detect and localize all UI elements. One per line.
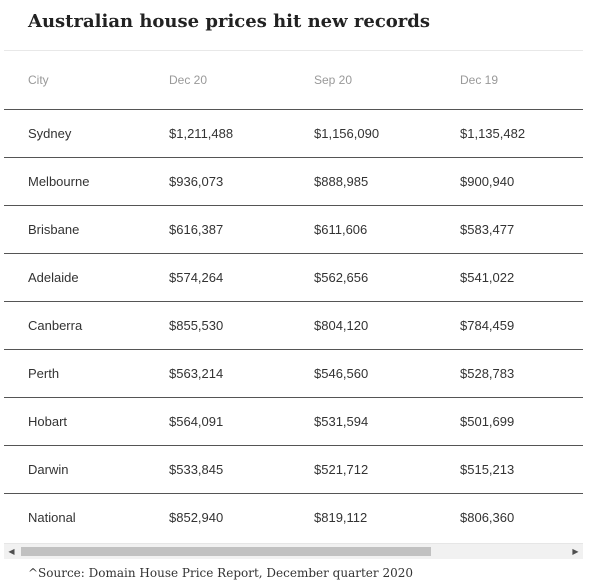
cell-dec-20: $852,940 bbox=[169, 510, 224, 525]
cell-dec-20: $855,530 bbox=[145, 301, 290, 350]
table-header-row: City Dec 20 Sep 20 Dec 19 bbox=[4, 51, 583, 110]
cell-dec-19: $806,360 bbox=[460, 510, 515, 525]
cell-sep-20: $1,156,090 bbox=[290, 109, 436, 158]
cell-sep-20: $531,594 bbox=[290, 397, 436, 446]
column-header-sep-20: Sep 20 bbox=[290, 51, 436, 110]
cell-sep-20: $819,112 bbox=[314, 510, 368, 525]
cell-city: Melbourne bbox=[4, 157, 145, 206]
table-row: National $852,940 $819,112 $806,360 bbox=[4, 494, 583, 542]
cell-city: Brisbane bbox=[4, 205, 145, 254]
table-row: Darwin $533,845 $521,712 $515,213 bbox=[4, 445, 583, 494]
price-table-container[interactable]: City Dec 20 Sep 20 Dec 19 Sydney $1,211,4… bbox=[4, 50, 583, 544]
cell-dec-19: $900,940 bbox=[436, 157, 583, 206]
cell-city: Adelaide bbox=[4, 253, 145, 302]
cell-dec-19: $528,783 bbox=[436, 349, 583, 398]
cell-dec-20: $936,073 bbox=[145, 157, 290, 206]
cell-city: National bbox=[28, 510, 76, 525]
cell-sep-20: $611,606 bbox=[290, 205, 436, 254]
cell-city: Hobart bbox=[4, 397, 145, 446]
cell-dec-19: $583,477 bbox=[436, 205, 583, 254]
cell-sep-20: $546,560 bbox=[290, 349, 436, 398]
cell-dec-20: $1,211,488 bbox=[145, 109, 290, 158]
scroll-right-arrow-icon[interactable]: ▶ bbox=[572, 547, 579, 556]
cell-sep-20: $888,985 bbox=[290, 157, 436, 206]
cell-sep-20: $521,712 bbox=[290, 445, 436, 494]
table-row: Canberra $855,530 $804,120 $784,459 bbox=[4, 301, 583, 350]
cell-dec-19: $1,135,482 bbox=[436, 109, 583, 158]
cell-dec-19: $541,022 bbox=[436, 253, 583, 302]
table-row: Adelaide $574,264 $562,656 $541,022 bbox=[4, 253, 583, 302]
page-title: Australian house prices hit new records bbox=[28, 11, 431, 32]
table-row: Hobart $564,091 $531,594 $501,699 bbox=[4, 397, 583, 446]
cell-dec-20: $533,845 bbox=[145, 445, 290, 494]
column-header-dec-19: Dec 19 bbox=[436, 51, 583, 110]
cell-dec-19: $515,213 bbox=[436, 445, 583, 494]
table-row: Perth $563,214 $546,560 $528,783 bbox=[4, 349, 583, 398]
cell-city: Canberra bbox=[4, 301, 145, 350]
cell-dec-19: $784,459 bbox=[436, 301, 583, 350]
cell-dec-20: $616,387 bbox=[145, 205, 290, 254]
horizontal-scrollbar[interactable]: ◀ ▶ bbox=[4, 543, 583, 559]
cell-dec-19: $501,699 bbox=[436, 397, 583, 446]
table-row: Sydney $1,211,488 $1,156,090 $1,135,482 bbox=[4, 109, 583, 158]
cell-city: Perth bbox=[4, 349, 145, 398]
cell-sep-20: $804,120 bbox=[290, 301, 436, 350]
cell-dec-20: $564,091 bbox=[145, 397, 290, 446]
table-row: Brisbane $616,387 $611,606 $583,477 bbox=[4, 205, 583, 254]
scroll-left-arrow-icon[interactable]: ◀ bbox=[8, 547, 15, 556]
cell-sep-20: $562,656 bbox=[290, 253, 436, 302]
price-table: City Dec 20 Sep 20 Dec 19 Sydney $1,211,4… bbox=[4, 51, 583, 541]
cell-city: Darwin bbox=[4, 445, 145, 494]
scrollbar-thumb[interactable] bbox=[21, 547, 431, 556]
column-header-dec-20: Dec 20 bbox=[145, 51, 290, 110]
column-header-city: City bbox=[4, 51, 145, 110]
cell-dec-20: $574,264 bbox=[145, 253, 290, 302]
table-row: Melbourne $936,073 $888,985 $900,940 bbox=[4, 157, 583, 206]
cell-dec-20: $563,214 bbox=[145, 349, 290, 398]
source-note: ^Source: Domain House Price Report, Dece… bbox=[28, 566, 413, 580]
cell-city: Sydney bbox=[4, 109, 145, 158]
